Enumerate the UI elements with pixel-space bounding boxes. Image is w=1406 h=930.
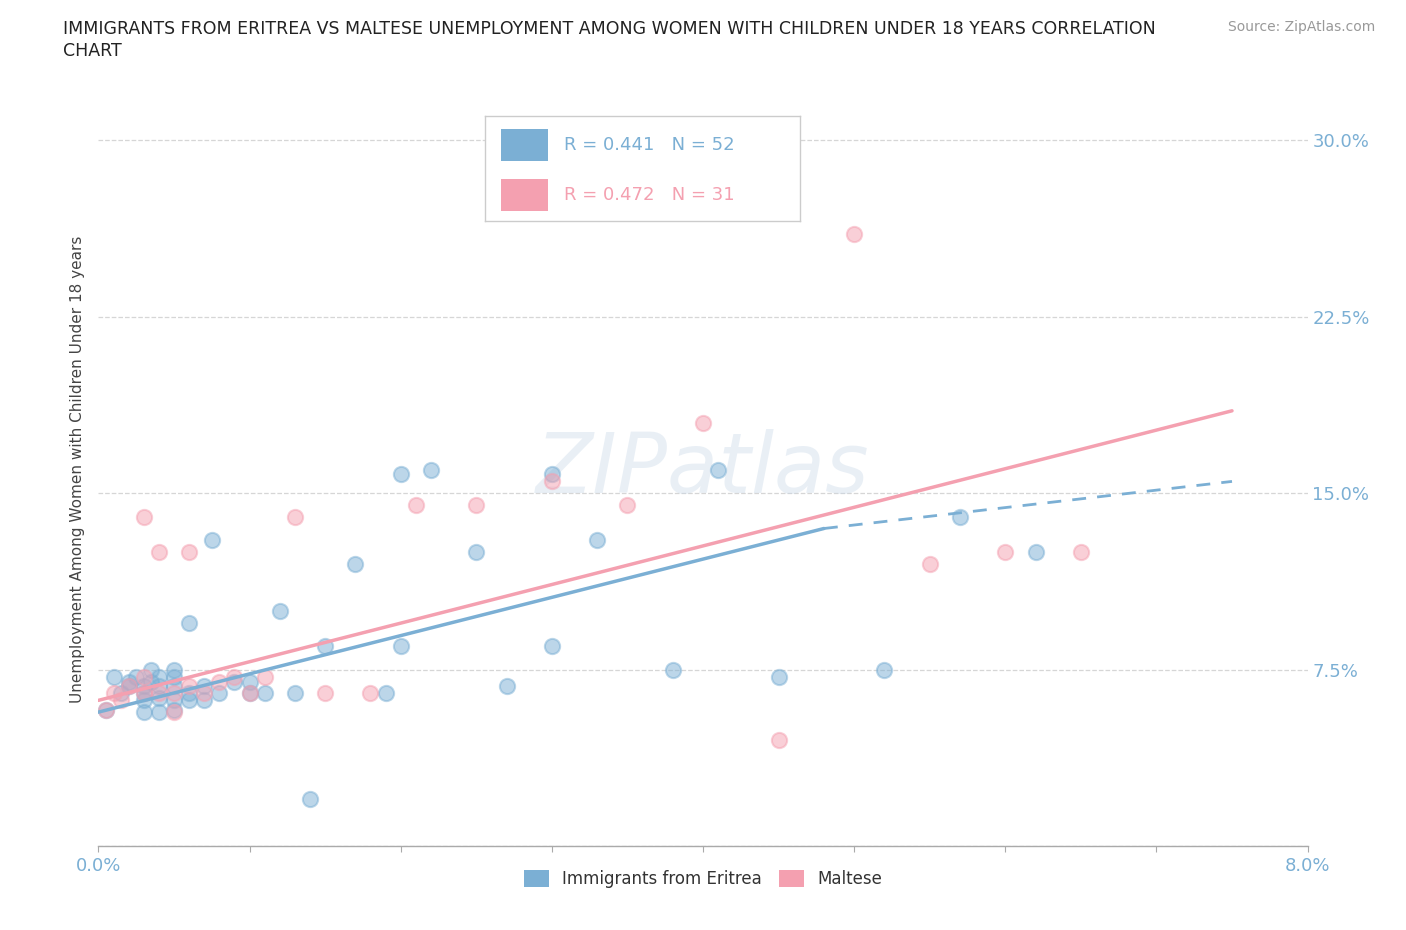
Point xyxy=(314,639,336,654)
Point xyxy=(405,498,427,512)
Point xyxy=(540,474,562,489)
Point xyxy=(661,662,683,677)
Point xyxy=(148,670,170,684)
Point xyxy=(873,662,896,677)
Point xyxy=(125,670,148,684)
Point xyxy=(193,693,215,708)
Point xyxy=(148,705,170,720)
Point xyxy=(994,545,1017,560)
Point xyxy=(118,679,141,694)
Point xyxy=(284,510,307,525)
Point xyxy=(179,545,201,560)
Point xyxy=(540,467,562,482)
Point xyxy=(179,616,201,631)
Point xyxy=(201,533,224,548)
Text: CHART: CHART xyxy=(63,42,122,60)
Point xyxy=(110,685,132,700)
Point xyxy=(163,662,186,677)
Point xyxy=(103,670,125,684)
Point xyxy=(707,462,730,477)
Point xyxy=(163,693,186,708)
Point xyxy=(163,705,186,720)
Point xyxy=(844,227,866,242)
Point xyxy=(132,510,155,525)
Point xyxy=(179,693,201,708)
Point xyxy=(389,467,412,482)
Point xyxy=(94,702,117,717)
Point xyxy=(148,679,170,694)
Point xyxy=(193,685,215,700)
Point xyxy=(239,685,262,700)
Point xyxy=(208,674,231,689)
Point xyxy=(148,691,170,706)
Point xyxy=(224,674,246,689)
Point xyxy=(360,685,382,700)
Point xyxy=(163,679,186,694)
Point xyxy=(465,498,488,512)
Point xyxy=(269,604,291,618)
Point xyxy=(616,498,638,512)
Text: Source: ZipAtlas.com: Source: ZipAtlas.com xyxy=(1227,20,1375,34)
Point xyxy=(224,670,246,684)
Point xyxy=(118,679,141,694)
Point xyxy=(1070,545,1092,560)
Point xyxy=(132,685,155,700)
Point xyxy=(1025,545,1047,560)
Point xyxy=(163,685,186,700)
Point xyxy=(148,545,170,560)
Point xyxy=(692,415,714,430)
Point xyxy=(253,670,276,684)
Point xyxy=(465,545,488,560)
Text: IMMIGRANTS FROM ERITREA VS MALTESE UNEMPLOYMENT AMONG WOMEN WITH CHILDREN UNDER : IMMIGRANTS FROM ERITREA VS MALTESE UNEMP… xyxy=(63,20,1156,38)
Point xyxy=(94,702,117,717)
Point xyxy=(132,670,155,684)
Point xyxy=(253,685,276,700)
Point xyxy=(163,670,186,684)
Point xyxy=(314,685,336,700)
Point xyxy=(344,556,367,571)
Point xyxy=(495,679,517,694)
Point xyxy=(949,510,972,525)
Text: ZIP​atlas: ZIP​atlas xyxy=(536,429,870,511)
Point xyxy=(239,674,262,689)
Point xyxy=(110,693,132,708)
Point xyxy=(540,639,562,654)
Point xyxy=(118,674,141,689)
Point xyxy=(420,462,443,477)
Point xyxy=(103,685,125,700)
Point xyxy=(163,702,186,717)
Point xyxy=(389,639,412,654)
Point xyxy=(141,662,163,677)
Point xyxy=(141,674,163,689)
Point xyxy=(132,685,155,700)
Point xyxy=(918,556,941,571)
Point xyxy=(193,679,215,694)
Point xyxy=(208,685,231,700)
Point xyxy=(768,733,790,748)
Point xyxy=(132,705,155,720)
Point xyxy=(768,670,790,684)
Point xyxy=(586,533,609,548)
Y-axis label: Unemployment Among Women with Children Under 18 years: Unemployment Among Women with Children U… xyxy=(69,236,84,703)
Point xyxy=(132,693,155,708)
Point xyxy=(284,685,307,700)
Point xyxy=(374,685,396,700)
Point xyxy=(179,679,201,694)
Point xyxy=(148,685,170,700)
Point xyxy=(179,685,201,700)
Legend: Immigrants from Eritrea, Maltese: Immigrants from Eritrea, Maltese xyxy=(517,863,889,895)
Point xyxy=(239,685,262,700)
Point xyxy=(299,791,322,806)
Point xyxy=(132,679,155,694)
